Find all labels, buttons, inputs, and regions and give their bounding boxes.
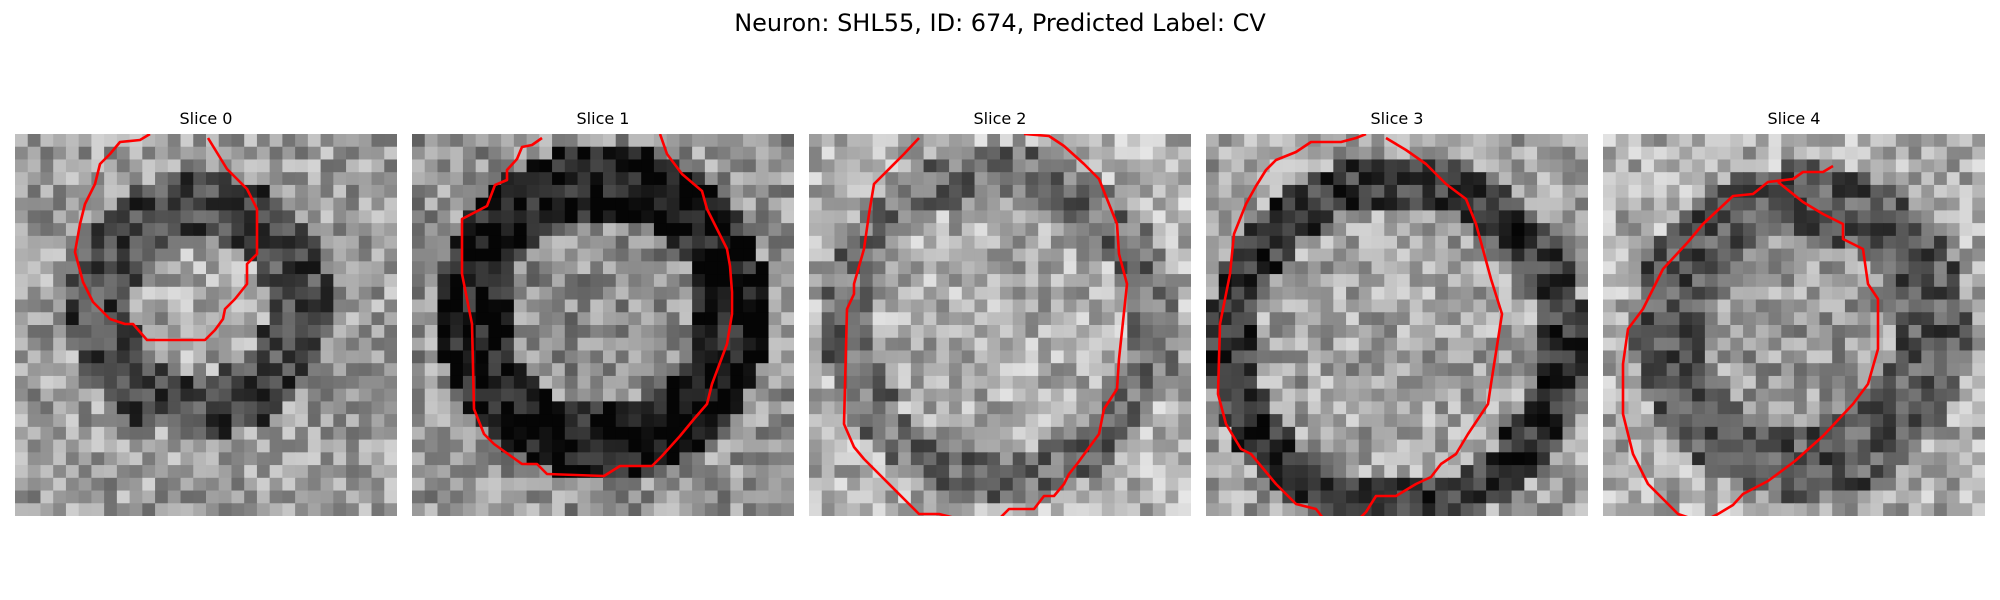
pixel-grid — [1603, 134, 1985, 516]
slice-panel-0: Slice 0 — [15, 108, 397, 518]
cell-contour — [460, 134, 734, 478]
pixel-grid — [809, 134, 1191, 516]
slice-image-4 — [1603, 134, 1985, 516]
slice-panel-3: Slice 3 — [1206, 108, 1588, 518]
slice-title-2: Slice 2 — [973, 109, 1027, 128]
slice-image-3 — [1206, 134, 1588, 516]
pixel-grid — [1206, 134, 1588, 516]
cell-contour — [73, 134, 259, 342]
cell-contour — [1216, 134, 1504, 516]
slice-image-0 — [15, 134, 397, 516]
pixel-grid — [412, 134, 794, 516]
figure-title: Neuron: SHL55, ID: 674, Predicted Label:… — [734, 9, 1266, 37]
slice-panel-4: Slice 4 — [1603, 108, 1985, 518]
slice-title-0: Slice 0 — [179, 109, 233, 128]
pixel-grid — [15, 134, 397, 516]
slice-panel-2: Slice 2 — [809, 108, 1191, 518]
cell-contour — [842, 134, 1129, 516]
slice-panel-1: Slice 1 — [412, 108, 794, 518]
slice-title-4: Slice 4 — [1767, 109, 1821, 128]
slice-title-1: Slice 1 — [576, 109, 630, 128]
slice-title-3: Slice 3 — [1370, 109, 1424, 128]
slice-image-2 — [809, 134, 1191, 516]
cell-contour — [1621, 164, 1880, 516]
slice-image-1 — [412, 134, 794, 516]
